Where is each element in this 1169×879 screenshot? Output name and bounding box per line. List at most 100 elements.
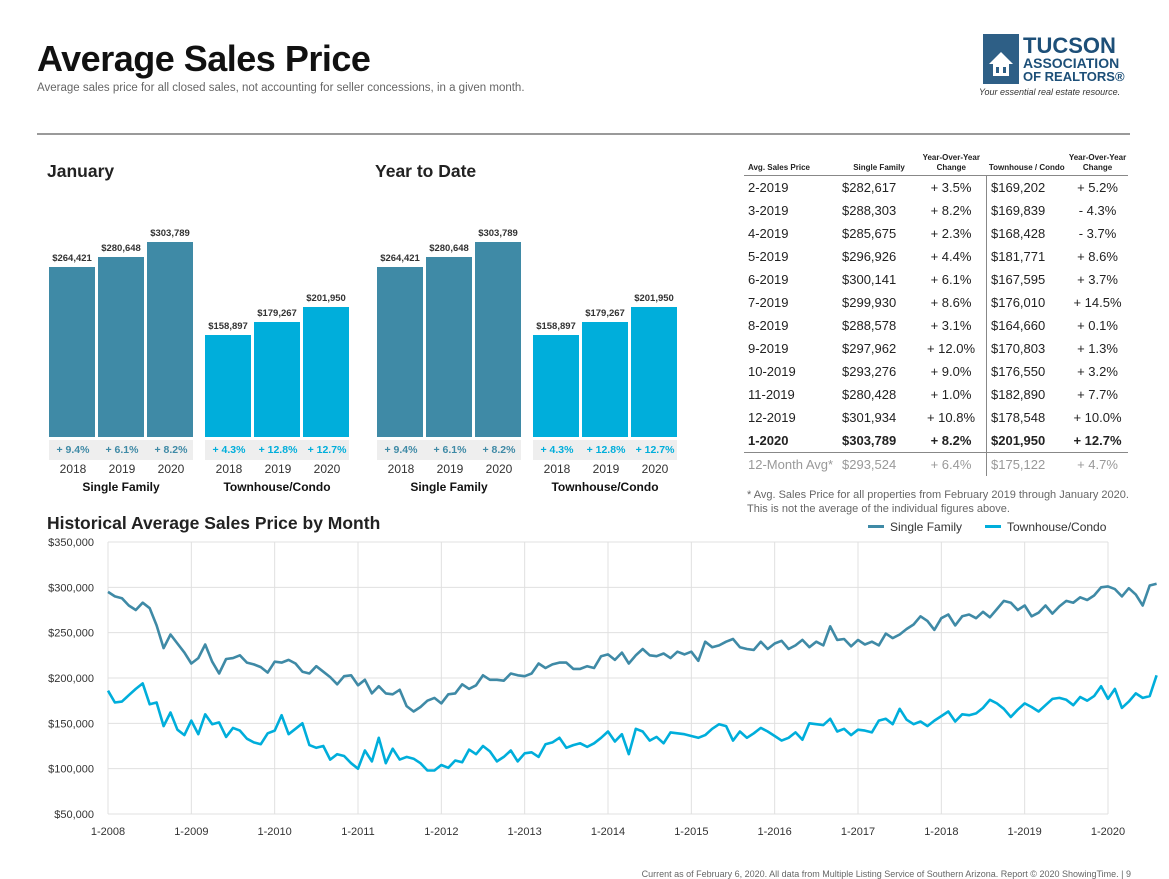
jan-bar-th-2020 — [303, 307, 349, 437]
col-header-single-family: Single Family — [842, 153, 916, 176]
jan-year-label: 2020 — [157, 462, 185, 476]
table-row: 12-2019 $301,934 + 10.8% $178,548 + 10.0% — [744, 406, 1128, 429]
table-cell: $296,926 — [842, 249, 897, 264]
ytd-bar-value-label: $179,267 — [585, 307, 625, 319]
table-cell: 8-2019 — [748, 318, 789, 333]
table-cell: $301,934 — [842, 410, 897, 425]
table-cell: + 3.7% — [1077, 272, 1118, 287]
table-footnote: * Avg. Sales Price for all properties fr… — [747, 489, 1129, 515]
table-cell: + 1.0% — [930, 387, 972, 402]
jan-change-label: + 8.2% — [154, 444, 188, 456]
y-tick-label: $50,000 — [54, 809, 94, 821]
jan-change-strip-th — [205, 440, 349, 460]
table-cell: $176,550 — [986, 360, 1067, 383]
table-row: 7-2019 $299,930 + 8.6% $176,010 + 14.5% — [744, 291, 1128, 314]
x-tick-label: 1-2008 — [91, 826, 125, 838]
table-cell: + 5.2% — [1077, 180, 1118, 195]
jan-bar-th-2019 — [254, 321, 300, 437]
ytd-change-label: + 9.4% — [384, 444, 418, 456]
table-row: 10-2019 $293,276 + 9.0% $176,550 + 3.2% — [744, 360, 1128, 383]
legend-label-single-family: Single Family — [890, 520, 963, 534]
table-cell: $303,789 — [842, 429, 916, 453]
table-row: 4-2019 $285,675 + 2.3% $168,428 - 3.7% — [744, 222, 1128, 245]
ytd-group-label-th: Townhouse/Condo — [551, 480, 659, 494]
col-header-th-change: Year-Over-Year Change — [1067, 153, 1128, 176]
x-tick-label: 1-2011 — [341, 826, 374, 838]
table-cell: + 3.1% — [930, 318, 972, 333]
x-tick-label: 1-2010 — [258, 826, 292, 838]
jan-bar-value-label: $280,648 — [101, 242, 141, 254]
table-cell: 9-2019 — [748, 341, 789, 356]
jan-change-strip-sf — [49, 440, 193, 460]
ytd-bar-value-label: $158,897 — [536, 321, 576, 332]
table-row: 12-Month Avg* $293,524 + 6.4% $175,122 + 4.7… — [744, 452, 1128, 476]
table-row: 8-2019 $288,578 + 3.1% $164,660 + 0.1% — [744, 314, 1128, 337]
table-cell: + 10.0% — [1073, 410, 1122, 425]
ytd-change-label: + 4.3% — [540, 444, 574, 456]
y-tick-label: $100,000 — [48, 764, 94, 776]
table-cell: $282,617 — [842, 180, 897, 195]
jan-bar-value-label: $158,897 — [208, 321, 248, 332]
ytd-year-label: 2018 — [387, 462, 415, 476]
jan-change-label: + 4.3% — [212, 444, 246, 456]
jan-change-label: + 12.8% — [258, 444, 298, 456]
table-row: 5-2019 $296,926 + 4.4% $181,771 + 8.6% — [744, 245, 1128, 268]
jan-group-label-sf: Single Family — [82, 480, 160, 494]
ytd-year-label: 2020 — [485, 462, 513, 476]
page-footer: Current as of February 6, 2020. All data… — [641, 869, 1131, 879]
legend-swatch-townhouse — [985, 525, 1001, 529]
table-cell: $297,962 — [842, 341, 897, 356]
table-cell: + 3.5% — [930, 180, 972, 195]
y-tick-label: $350,000 — [48, 537, 94, 549]
ytd-change-strip-th — [533, 440, 677, 460]
series-line-townhouse — [106, 674, 1158, 772]
table-cell: 3-2019 — [748, 203, 789, 218]
tucson-realtors-logo: TUCSON ASSOCIATION OF REALTORS® Your ess… — [979, 33, 1130, 97]
table-cell: + 4.4% — [930, 249, 972, 264]
table-cell: - 4.3% — [1078, 203, 1117, 218]
table-row: 1-2020 $303,789 + 8.2% $201,950 + 12.7% — [744, 429, 1128, 453]
jan-bar-sf-2019 — [98, 256, 144, 437]
jan-year-label: 2019 — [264, 462, 292, 476]
ytd-year-label: 2018 — [543, 462, 571, 476]
y-tick-label: $200,000 — [48, 673, 94, 685]
x-tick-label: 1-2017 — [841, 826, 875, 838]
table-row: 11-2019 $280,428 + 1.0% $182,890 + 7.7% — [744, 383, 1128, 406]
table-cell: $293,276 — [842, 364, 897, 379]
table-cell: $167,595 — [986, 268, 1067, 291]
table-row: 6-2019 $300,141 + 6.1% $167,595 + 3.7% — [744, 268, 1128, 291]
table-cell: 5-2019 — [748, 249, 789, 264]
ytd-bar-sf-2018 — [377, 267, 423, 437]
table-cell: $170,803 — [986, 337, 1067, 360]
table-cell: $176,010 — [986, 291, 1067, 314]
table-header-row: Avg. Sales Price Single Family Year-Over… — [744, 153, 1128, 176]
table-cell: 11-2019 — [748, 387, 795, 402]
ytd-bar-value-label: $264,421 — [380, 253, 420, 265]
ytd-year-label: 2019 — [592, 462, 620, 476]
y-tick-label: $300,000 — [48, 582, 94, 594]
table-cell: 4-2019 — [748, 226, 789, 241]
table-cell: + 8.2% — [930, 203, 972, 218]
x-tick-label: 1-2009 — [174, 826, 208, 838]
house-logo-icon — [983, 34, 1019, 84]
table-cell: $181,771 — [986, 245, 1067, 268]
table-cell: + 2.3% — [930, 226, 972, 241]
table-cell: $169,202 — [986, 175, 1067, 199]
col-header-period: Avg. Sales Price — [744, 153, 842, 176]
ytd-bar-th-2019 — [582, 321, 628, 437]
ytd-year-label: 2019 — [436, 462, 464, 476]
ytd-bar-sf-2020 — [475, 242, 521, 437]
table-cell: $299,930 — [842, 295, 897, 310]
table-cell: $178,548 — [986, 406, 1067, 429]
table-cell: $201,950 — [986, 429, 1067, 453]
table-row: 9-2019 $297,962 + 12.0% $170,803 + 1.3% — [744, 337, 1128, 360]
jan-bar-th-2018 — [205, 335, 251, 437]
table-cell: $293,524 — [842, 457, 897, 472]
table-cell: + 9.0% — [930, 364, 972, 379]
table-cell: 1-2020 — [744, 429, 842, 453]
table-cell: + 8.6% — [1077, 249, 1118, 264]
legend-townhouse: Townhouse/Condo — [985, 520, 1106, 534]
header-divider — [37, 133, 1130, 135]
table-cell: $288,303 — [842, 203, 897, 218]
table-cell: $175,122 — [986, 452, 1067, 476]
